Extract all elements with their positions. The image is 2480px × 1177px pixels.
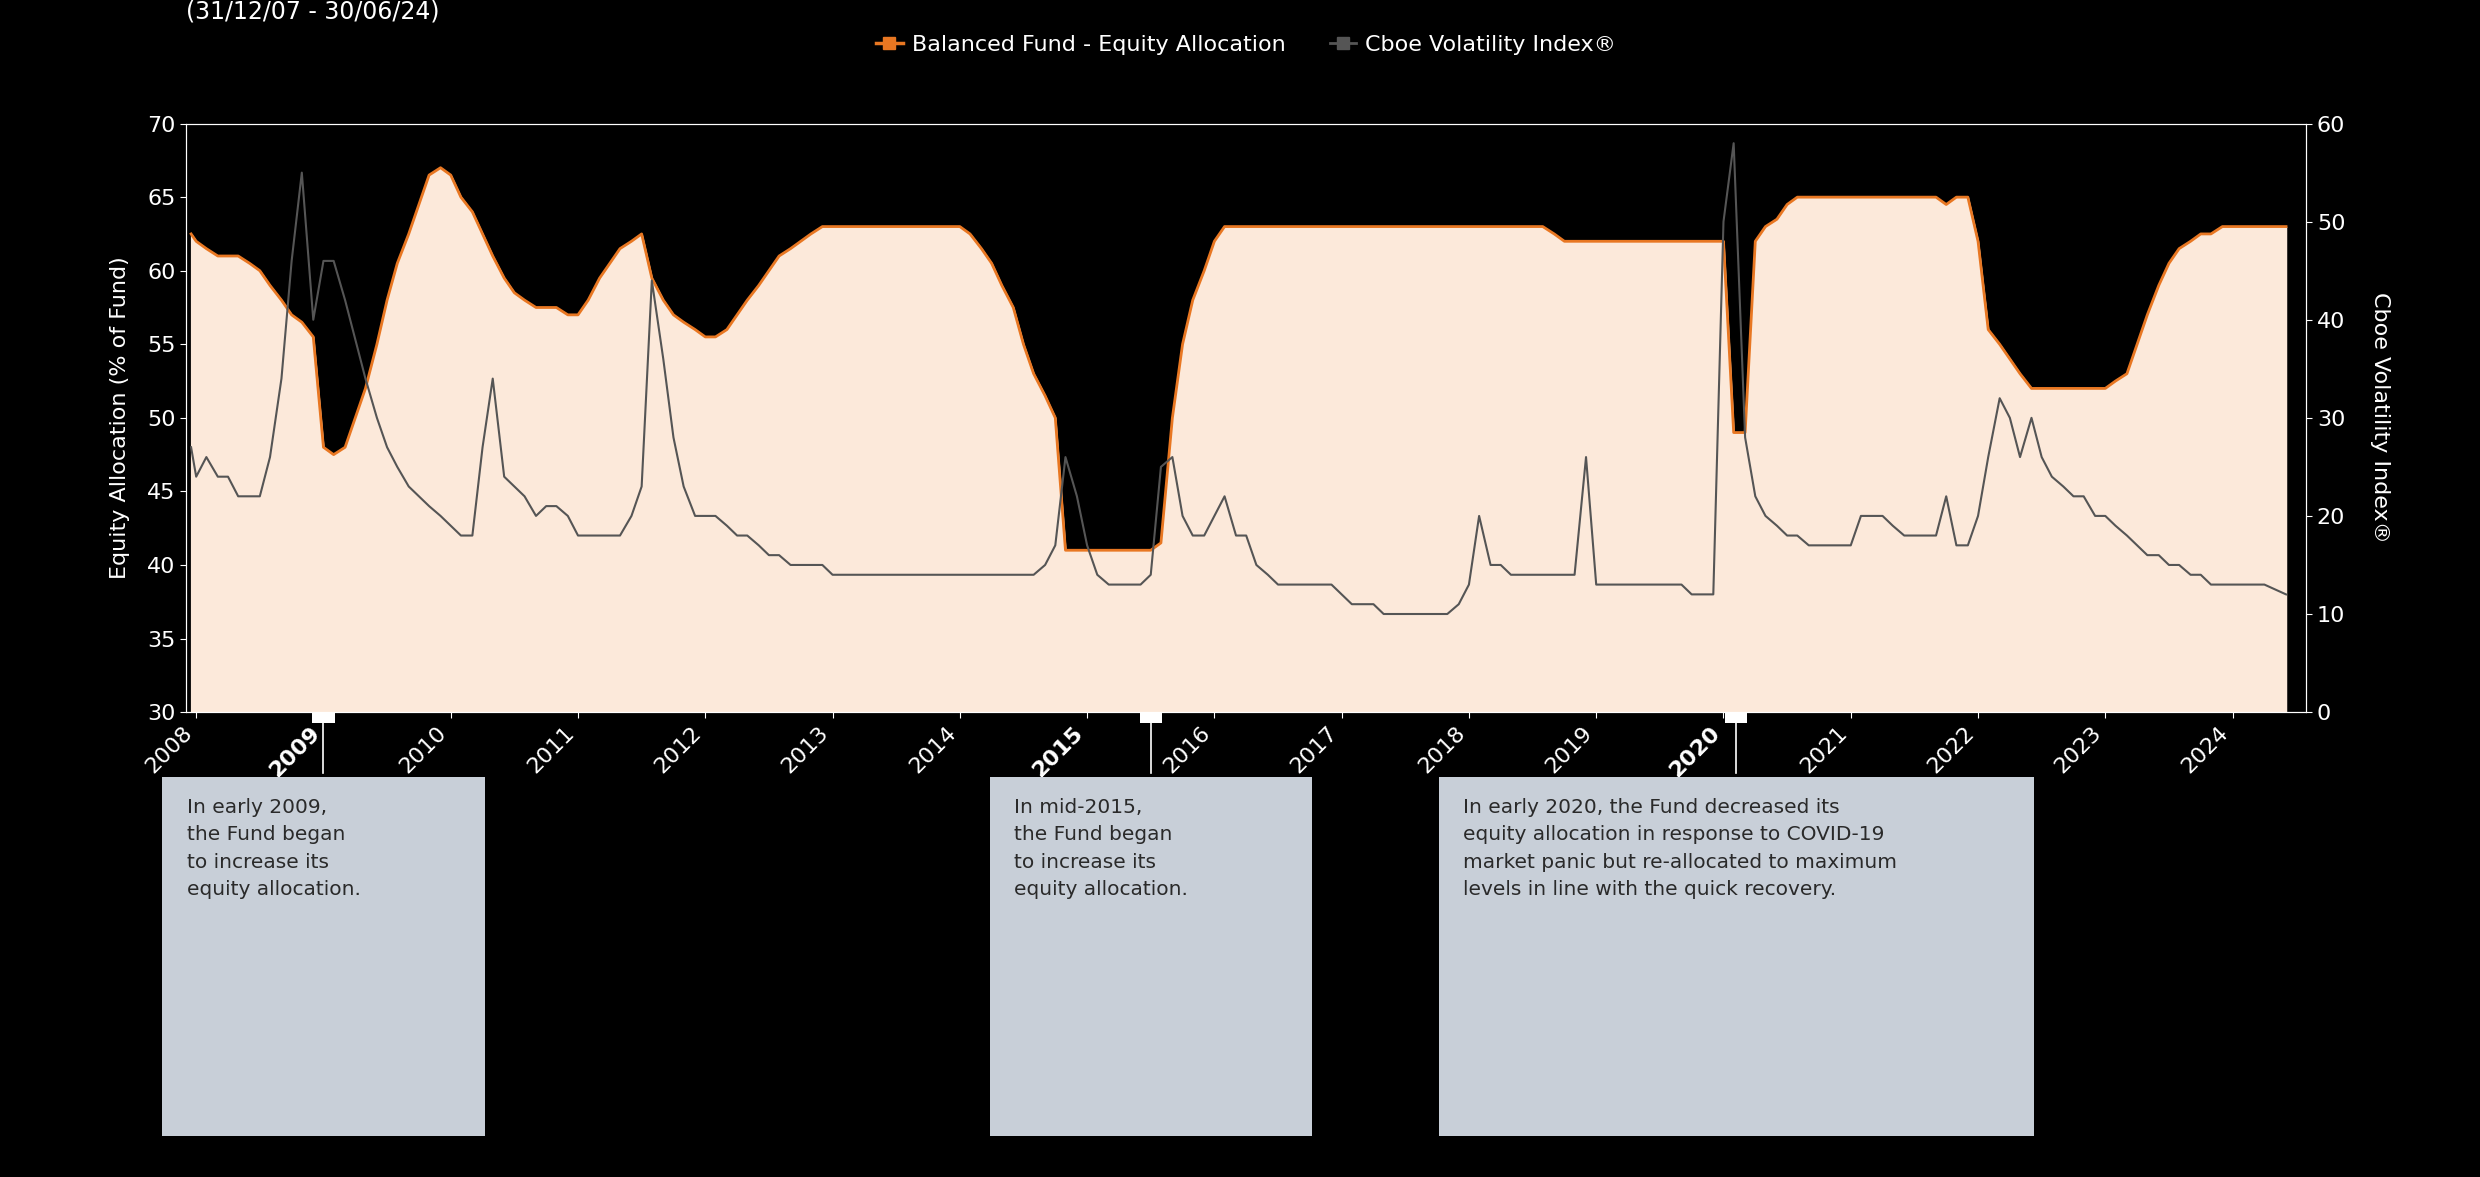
Legend: Balanced Fund - Equity Allocation, Cboe Volatility Index®: Balanced Fund - Equity Allocation, Cboe … [868,26,1624,64]
Text: (31/12/07 - 30/06/24): (31/12/07 - 30/06/24) [186,0,439,24]
Text: In early 2009,
the Fund began
to increase its
equity allocation.: In early 2009, the Fund began to increas… [186,798,362,899]
Y-axis label: Cboe Volatility Index®: Cboe Volatility Index® [2371,292,2391,544]
Y-axis label: Equity Allocation (% of Fund): Equity Allocation (% of Fund) [112,257,131,579]
Text: In early 2020, the Fund decreased its
equity allocation in response to COVID-19
: In early 2020, the Fund decreased its eq… [1463,798,1897,899]
Text: In mid-2015,
the Fund began
to increase its
equity allocation.: In mid-2015, the Fund began to increase … [1014,798,1188,899]
